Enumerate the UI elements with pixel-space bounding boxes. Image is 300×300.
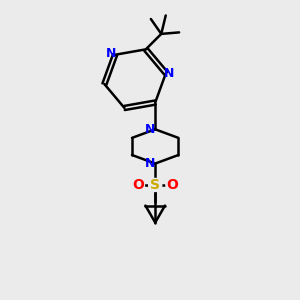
Text: O: O <box>167 178 178 192</box>
Text: N: N <box>145 157 155 170</box>
Circle shape <box>149 178 162 191</box>
Circle shape <box>131 178 145 191</box>
Text: O: O <box>132 178 144 192</box>
Text: N: N <box>164 67 175 80</box>
Text: S: S <box>150 178 160 192</box>
Text: N: N <box>145 123 155 136</box>
Text: N: N <box>106 47 117 60</box>
Circle shape <box>166 178 179 191</box>
